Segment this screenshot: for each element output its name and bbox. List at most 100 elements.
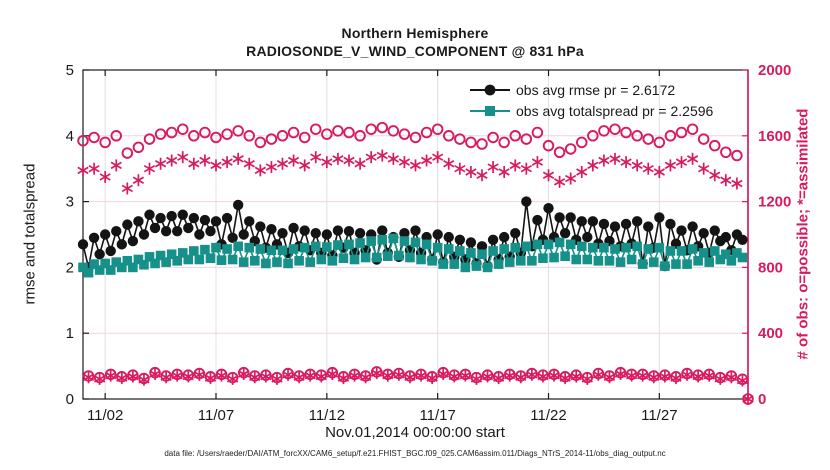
- x-axis-label: Nov.01,2014 00:00:00 start: [325, 424, 505, 441]
- obs-avg-rmse-marker: [665, 218, 676, 230]
- num-obs-possible-marker: [99, 136, 111, 149]
- num-obs-assimilated-marker: [315, 372, 327, 381]
- y-tick-label-left: 4: [66, 128, 74, 145]
- obs-avg-rmse-marker: [609, 221, 621, 232]
- obs-avg-totalspread-marker: [549, 252, 559, 263]
- num-obs-assimilated-marker: [287, 156, 300, 165]
- num-obs-assimilated-marker: [686, 155, 699, 163]
- num-obs-assimilated-marker: [476, 171, 488, 180]
- num-obs-assimilated-marker: [420, 156, 433, 165]
- chart-title: Northern Hemisphere: [341, 25, 489, 41]
- obs-avg-rmse-marker: [676, 225, 687, 236]
- obs-avg-rmse-marker: [133, 216, 144, 227]
- num-obs-assimilated-marker: [603, 373, 616, 382]
- num-obs-assimilated-marker: [387, 155, 399, 163]
- num-obs-assimilated-marker: [459, 371, 471, 380]
- num-obs-assimilated-marker: [714, 375, 726, 383]
- obs-avg-rmse-marker: [127, 235, 139, 247]
- obs-avg-totalspread-marker: [122, 256, 133, 266]
- obs-avg-rmse-marker: [587, 216, 599, 227]
- obs-avg-rmse-marker: [99, 229, 111, 240]
- num-obs-assimilated-marker: [504, 371, 516, 380]
- x-tick-label: 11/12: [309, 407, 345, 424]
- obs-avg-totalspread-marker: [111, 257, 122, 267]
- num-obs-possible-marker: [576, 136, 588, 149]
- obs-avg-rmse-marker: [177, 209, 188, 220]
- num-obs-assimilated-marker: [166, 156, 178, 165]
- num-obs-assimilated-marker: [493, 374, 505, 382]
- obs-avg-totalspread-marker: [698, 248, 709, 258]
- num-obs-assimilated-marker: [426, 374, 438, 382]
- obs-avg-rmse-marker: [194, 229, 205, 240]
- obs-avg-totalspread-marker: [133, 254, 144, 265]
- obs-avg-totalspread-marker: [344, 239, 354, 250]
- obs-avg-totalspread-marker: [421, 239, 432, 250]
- obs-avg-rmse-marker: [144, 209, 155, 220]
- num-obs-possible-marker: [409, 131, 422, 144]
- num-obs-assimilated-marker: [215, 371, 228, 380]
- num-obs-assimilated-marker: [698, 164, 710, 173]
- obs-avg-rmse-marker: [598, 218, 610, 230]
- obs-avg-rmse-marker: [377, 225, 388, 236]
- obs-avg-totalspread-marker: [482, 262, 493, 273]
- y-tick-label-left: 5: [66, 62, 74, 79]
- y-tick-label-left: 2: [66, 259, 74, 276]
- legend-item-rmse: obs avg rmse pr = 2.6172: [468, 79, 713, 100]
- num-obs-assimilated-marker: [720, 176, 732, 184]
- num-obs-assimilated-marker: [204, 374, 217, 382]
- obs-avg-totalspread-marker: [599, 242, 609, 253]
- obs-avg-rmse-marker: [238, 229, 249, 240]
- obs-avg-totalspread-marker: [277, 245, 288, 256]
- num-obs-assimilated-marker: [132, 176, 145, 184]
- obs-avg-totalspread-marker: [621, 242, 631, 253]
- num-obs-assimilated-marker: [642, 164, 654, 173]
- obs-avg-totalspread-marker: [671, 259, 681, 269]
- num-obs-possible-marker: [287, 126, 300, 139]
- obs-avg-rmse-marker: [498, 231, 510, 243]
- num-obs-assimilated-marker: [648, 373, 660, 382]
- num-obs-possible-marker: [631, 130, 643, 142]
- obs-avg-rmse-marker: [487, 234, 499, 245]
- num-obs-assimilated-marker: [515, 373, 527, 382]
- num-obs-assimilated-marker: [221, 158, 233, 166]
- obs-avg-totalspread-marker: [244, 242, 255, 253]
- obs-avg-totalspread-marker: [377, 234, 388, 245]
- obs-avg-rmse-marker: [255, 221, 266, 232]
- num-obs-assimilated-marker: [299, 161, 311, 170]
- num-obs-assimilated-marker: [692, 372, 704, 381]
- obs-avg-rmse-marker: [288, 222, 299, 234]
- num-obs-possible-marker: [498, 136, 510, 149]
- num-obs-possible-marker: [343, 126, 355, 139]
- num-obs-assimilated-marker: [576, 168, 588, 176]
- obs-avg-rmse-marker: [277, 227, 288, 239]
- obs-avg-totalspread-marker: [471, 261, 482, 271]
- num-obs-assimilated-marker: [249, 373, 261, 382]
- y-tick-label-right: 2000: [758, 62, 791, 79]
- obs-avg-totalspread-marker: [177, 248, 188, 258]
- num-obs-possible-marker: [398, 128, 411, 140]
- obs-avg-rmse-marker: [232, 199, 244, 211]
- num-obs-assimilated-marker: [360, 373, 372, 382]
- num-obs-possible-marker: [265, 133, 278, 145]
- num-obs-possible-marker: [154, 128, 167, 140]
- num-obs-assimilated-marker: [570, 372, 582, 381]
- obs-avg-rmse-marker: [299, 225, 310, 236]
- num-obs-possible-marker: [232, 125, 244, 137]
- legend-label-rmse: obs avg rmse pr = 2.6172: [516, 81, 676, 98]
- y-axis-label-right: # of obs: o=possible; *=assimilated: [794, 108, 812, 360]
- obs-avg-rmse-marker: [111, 226, 122, 237]
- obs-avg-totalspread-marker: [632, 241, 642, 252]
- num-obs-assimilated-marker: [293, 373, 305, 382]
- obs-avg-rmse-marker: [565, 212, 576, 223]
- obs-avg-rmse-marker: [399, 227, 410, 239]
- obs-avg-totalspread-marker: [615, 257, 626, 267]
- obs-avg-totalspread-marker: [416, 254, 426, 265]
- obs-avg-totalspread-marker: [388, 233, 399, 244]
- num-obs-assimilated-marker: [271, 375, 283, 383]
- num-obs-assimilated-marker: [337, 374, 350, 382]
- obs-avg-totalspread-marker: [128, 262, 138, 273]
- obs-avg-rmse-marker: [310, 227, 321, 239]
- obs-avg-rmse-marker: [698, 227, 709, 239]
